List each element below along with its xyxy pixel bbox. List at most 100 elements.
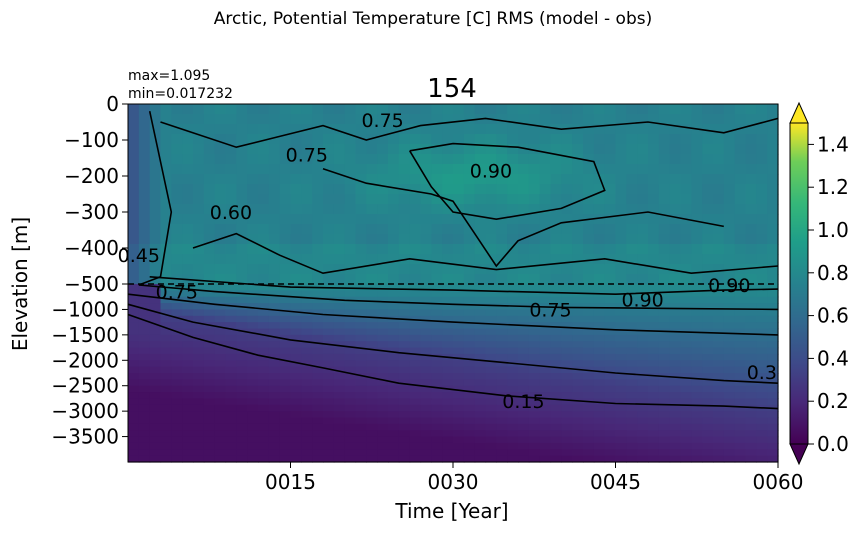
heatmap-cell [604,430,617,438]
heatmap-cell [539,315,552,323]
heatmap-cell [767,449,779,457]
heatmap-cell [691,309,703,317]
heatmap-cell [767,442,779,450]
heatmap-cell [420,315,432,323]
heatmap-cell [561,455,573,463]
heatmap-cell [128,373,140,380]
heatmap-cell [453,404,465,412]
y-tick-label: −3500 [51,425,119,449]
heatmap-cell [431,254,443,265]
heatmap-cell [279,385,292,393]
heatmap-cell [691,254,703,265]
heatmap-cell [203,334,216,342]
heatmap-cell [225,379,237,387]
heatmap-cell [355,274,367,285]
heatmap-cell [355,164,367,175]
heatmap-cell [279,124,292,135]
heatmap-cell [182,341,194,349]
heatmap-cell [366,373,378,380]
heatmap-cell [680,264,692,275]
heatmap-cell [637,379,649,387]
heatmap-cell [377,430,389,438]
heatmap-cell [756,234,768,245]
heatmap-cell [258,449,270,457]
heatmap-cell [734,144,747,155]
heatmap-cell [669,449,682,457]
heatmap-cell [312,194,324,205]
heatmap-cell [539,385,552,393]
heatmap-cell [572,385,584,393]
heatmap-cell [637,347,649,355]
heatmap-cell [377,184,389,195]
heatmap-cell [214,214,227,225]
heatmap-cell [258,392,270,400]
heatmap-cell [474,224,487,235]
heatmap-cell [149,328,162,336]
heatmap-cell [658,234,671,245]
heatmap-cell [691,385,703,393]
heatmap-cell [355,114,367,125]
heatmap-cell [669,379,682,387]
heatmap-cell [485,244,497,255]
heatmap-cell [507,373,519,380]
heatmap-cell [745,455,757,463]
heatmap-cell [756,254,768,265]
heatmap-cell [344,290,357,298]
heatmap-cell [409,184,422,195]
heatmap-cell [550,442,562,450]
heatmap-cell [669,274,682,285]
heatmap-cell [398,154,411,165]
heatmap-cell [723,174,736,185]
heatmap-cell [149,296,162,304]
heatmap-cell [214,404,227,412]
heatmap-cell [344,134,357,145]
heatmap-cell [767,322,779,330]
heatmap-cell [171,436,183,444]
heatmap-cell [539,114,552,125]
heatmap-cell [214,244,227,255]
heatmap-cell [691,264,703,275]
heatmap-cell [453,114,465,125]
heatmap-cell [453,264,465,275]
heatmap-cell [572,124,584,135]
heatmap-cell [507,353,519,361]
heatmap-cell [420,264,432,275]
heatmap-cell [442,274,454,285]
heatmap-cell [344,174,357,185]
heatmap-cell [355,303,367,311]
heatmap-cell [485,360,497,368]
heatmap-cell [691,303,703,311]
heatmap-cell [258,373,270,380]
heatmap-cell [723,274,736,285]
heatmap-cell [301,373,313,380]
heatmap-cell [593,423,606,431]
heatmap-cell [691,366,703,374]
heatmap-cell [453,328,465,336]
heatmap-cell [203,224,216,235]
heatmap-cell [463,385,476,393]
heatmap-cell [615,392,627,400]
heatmap-cell [128,309,140,317]
heatmap-cell [485,366,497,374]
heatmap-cell [247,328,259,336]
heatmap-cell [388,264,400,275]
heatmap-cell [279,184,292,195]
heatmap-cell [539,366,552,374]
heatmap-cell [713,417,725,425]
heatmap-cell [550,214,562,225]
heatmap-cell [182,134,194,145]
heatmap-cell [193,184,205,195]
heatmap-cell [388,290,400,298]
heatmap-cell [388,296,400,304]
heatmap-cell [193,373,205,380]
heatmap-cell [236,392,248,400]
heatmap-cell [193,366,205,374]
heatmap-cell [496,442,508,450]
heatmap-cell [323,315,335,323]
heatmap-cell [561,385,573,393]
heatmap-cell [225,449,237,457]
heatmap-cell [312,124,324,135]
heatmap-cell [615,366,627,374]
heatmap-cell [572,341,584,349]
heatmap-cell [203,436,216,444]
